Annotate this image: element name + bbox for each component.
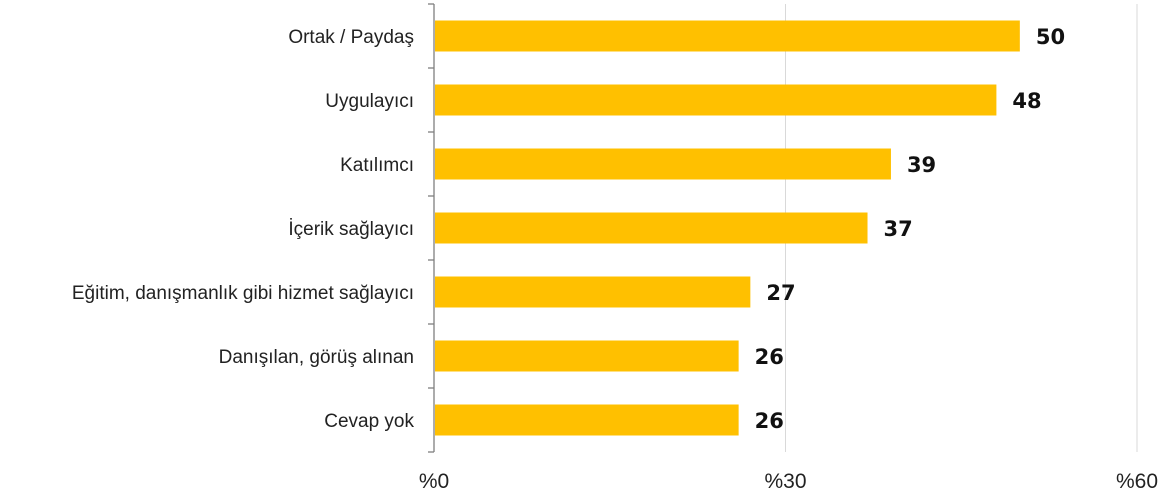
category-labels: Ortak / Paydaş Uygulayıcı Katılımcı İçerik … — [72, 27, 415, 432]
bar — [435, 404, 739, 436]
category-label: İçerik sağlayıcı — [288, 219, 414, 240]
bar — [435, 212, 868, 244]
category-label: Uygulayıcı — [325, 91, 414, 112]
bar — [435, 20, 1020, 52]
data-label: 27 — [766, 281, 795, 305]
x-tick-label: %0 — [419, 470, 449, 493]
bars — [435, 20, 1020, 436]
data-label: 26 — [755, 409, 784, 433]
category-label: Eğitim, danışmanlık gibi hizmet sağlayıc… — [72, 283, 414, 304]
data-label: 37 — [884, 217, 913, 241]
category-label: Katılımcı — [340, 155, 414, 176]
x-tick-label: %30 — [764, 470, 806, 493]
data-label: 48 — [1012, 89, 1041, 113]
data-labels: 50 48 39 37 27 26 26 — [755, 25, 1065, 433]
y-axis — [428, 3, 435, 453]
x-tick-label: %60 — [1116, 470, 1158, 493]
category-label: Danışılan, görüş alınan — [219, 347, 414, 368]
data-label: 39 — [907, 153, 936, 177]
bar — [435, 276, 751, 308]
bar — [435, 84, 997, 116]
category-label: Ortak / Paydaş — [288, 27, 414, 48]
bar — [435, 340, 739, 372]
category-label: Cevap yok — [324, 411, 414, 432]
data-label: 50 — [1036, 25, 1065, 49]
x-tick-labels: %0 %30 %60 — [419, 470, 1158, 493]
bar — [435, 148, 891, 180]
data-label: 26 — [755, 345, 784, 369]
